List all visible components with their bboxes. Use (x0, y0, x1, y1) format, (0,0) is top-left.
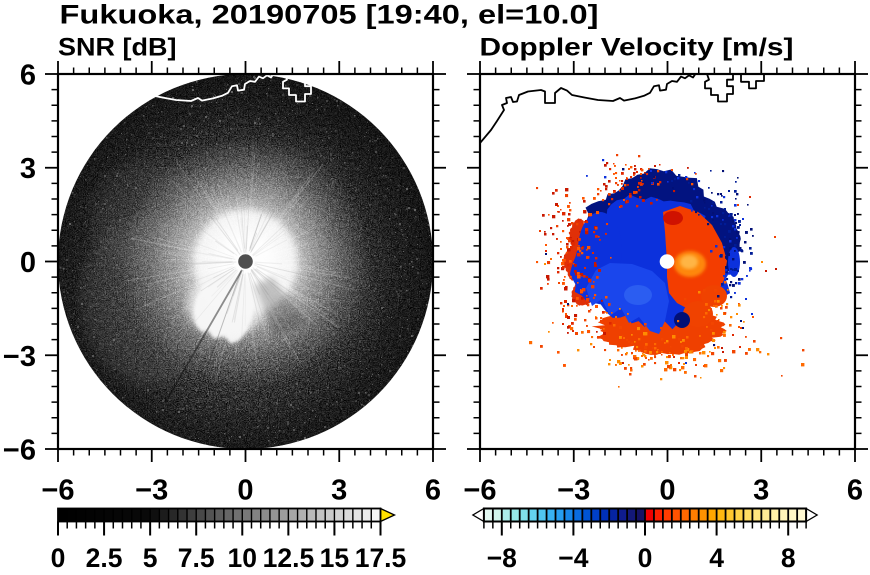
svg-text:0: 0 (638, 543, 653, 570)
svg-text:12.5: 12.5 (263, 543, 315, 570)
svg-text:6: 6 (847, 475, 863, 507)
svg-text:−6: −6 (3, 435, 36, 467)
svg-text:0: 0 (20, 247, 36, 279)
svg-text:8: 8 (781, 543, 796, 570)
svg-text:0: 0 (237, 475, 253, 507)
svg-text:17.5: 17.5 (355, 543, 407, 570)
svg-text:3: 3 (753, 475, 769, 507)
svg-text:−6: −6 (463, 475, 496, 507)
svg-text:10: 10 (228, 543, 257, 570)
svg-text:3: 3 (331, 475, 347, 507)
svg-text:3: 3 (20, 153, 36, 185)
svg-text:−6: −6 (41, 475, 74, 507)
svg-text:15: 15 (320, 543, 349, 570)
svg-text:0: 0 (51, 543, 66, 570)
svg-text:SNR [dB]: SNR [dB] (58, 34, 177, 62)
svg-text:6: 6 (20, 60, 36, 92)
svg-text:6: 6 (425, 475, 441, 507)
svg-text:5: 5 (143, 543, 158, 570)
svg-text:−3: −3 (135, 475, 168, 507)
svg-text:2.5: 2.5 (86, 543, 123, 570)
svg-text:−3: −3 (557, 475, 590, 507)
svg-text:0: 0 (659, 475, 675, 507)
svg-text:7.5: 7.5 (178, 543, 215, 570)
svg-text:−8: −8 (487, 543, 517, 570)
svg-text:4: 4 (709, 543, 724, 570)
svg-text:Doppler Velocity [m/s]: Doppler Velocity [m/s] (480, 34, 794, 62)
svg-text:−4: −4 (558, 543, 588, 570)
svg-text:−3: −3 (3, 341, 36, 373)
svg-text:Fukuoka, 20190705 [19:40, el=1: Fukuoka, 20190705 [19:40, el=10.0] (60, 0, 599, 30)
